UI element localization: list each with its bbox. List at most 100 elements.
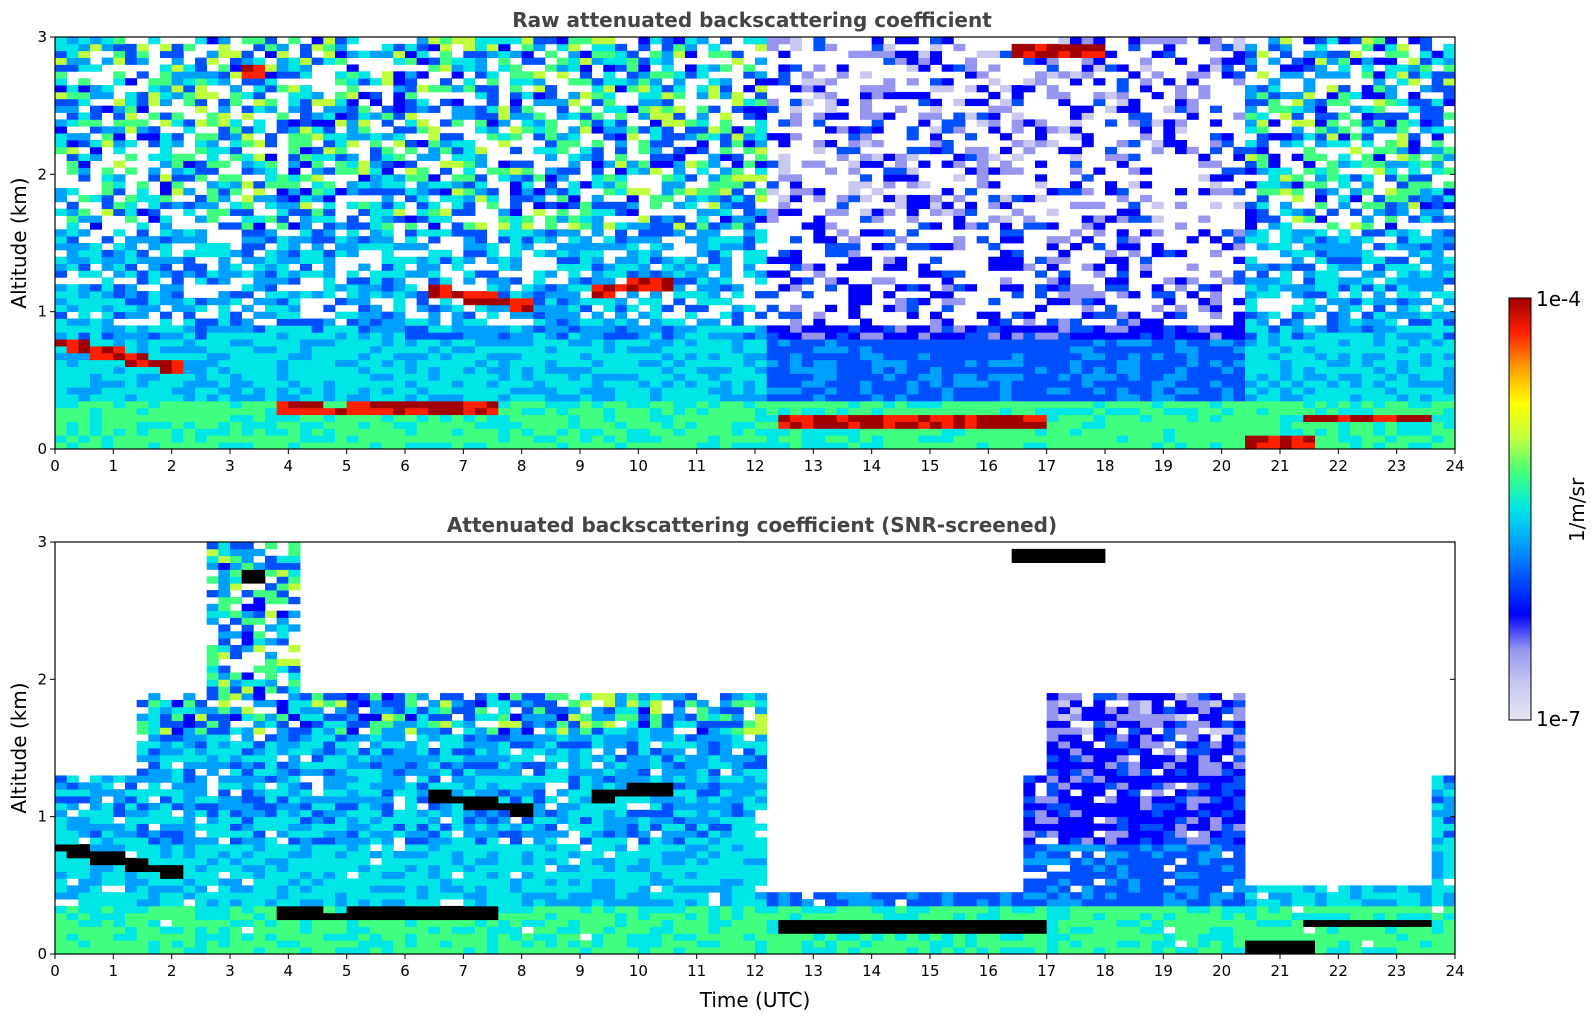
heatmap-cell (1046, 442, 1059, 450)
heatmap-cell (953, 352, 966, 361)
heatmap-cell (661, 119, 674, 127)
heatmap-cell (1268, 263, 1281, 271)
heatmap-cell (1035, 428, 1048, 436)
heatmap-cell (451, 256, 464, 264)
heatmap-cell (591, 380, 604, 388)
heatmap-cell (720, 263, 733, 271)
heatmap-cell (125, 435, 138, 443)
heatmap-cell (790, 263, 803, 271)
heatmap-cell (370, 442, 383, 450)
heatmap-cell (965, 208, 978, 216)
heatmap-cell (206, 78, 219, 86)
heatmap-cell (381, 366, 394, 374)
heatmap-cell (976, 174, 989, 182)
heatmap-cell (988, 366, 1001, 374)
heatmap-cell (90, 270, 103, 278)
heatmap-cell (1011, 311, 1024, 319)
heatmap-cell (463, 160, 476, 168)
heatmap-cell (848, 304, 861, 313)
heatmap-cell (988, 64, 1001, 72)
heatmap-cell (510, 174, 523, 182)
heatmap-cell (451, 332, 464, 340)
heatmap-cell (311, 119, 324, 127)
heatmap-cell (1303, 229, 1316, 237)
heatmap-cell (976, 160, 989, 168)
heatmap-cell (778, 435, 791, 443)
heatmap-cell (90, 194, 103, 203)
heatmap-cell (568, 160, 581, 168)
heatmap-cell (848, 428, 861, 436)
heatmap-cell (1221, 435, 1234, 443)
heatmap-cell (696, 222, 709, 230)
heatmap-cell (638, 105, 651, 113)
heatmap-cell (335, 57, 348, 65)
heatmap-cell (440, 428, 453, 436)
heatmap-cell (1291, 140, 1304, 148)
heatmap-cell (883, 57, 896, 65)
heatmap-cell (766, 304, 779, 313)
heatmap-cell (1175, 277, 1188, 285)
heatmap-cell (405, 98, 418, 107)
heatmap-cell (895, 325, 908, 333)
heatmap-cell (66, 256, 79, 264)
heatmap-cell (556, 167, 569, 175)
heatmap-cell (428, 325, 441, 333)
heatmap-cell (416, 380, 429, 388)
heatmap-cell (1350, 194, 1363, 203)
heatmap-cell (1035, 78, 1048, 86)
heatmap-cell (346, 318, 359, 326)
heatmap-cell (370, 284, 383, 292)
heatmap-cell (55, 442, 68, 450)
heatmap-cell (416, 229, 429, 237)
heatmap-cell (276, 428, 289, 436)
heatmap-cell (370, 78, 383, 86)
heatmap-cell (556, 325, 569, 333)
heatmap-cell (1350, 400, 1363, 409)
heatmap-cell (218, 71, 231, 79)
heatmap-cell (720, 64, 733, 72)
heatmap-cell (148, 346, 161, 354)
heatmap-cell (510, 263, 523, 271)
heatmap-cell (533, 387, 546, 395)
heatmap-cell (1291, 188, 1304, 196)
heatmap-cell (1023, 332, 1036, 340)
heatmap-cell (218, 243, 231, 251)
heatmap-cell (66, 133, 79, 141)
heatmap-cell (1256, 380, 1269, 388)
heatmap-cell (78, 37, 91, 45)
heatmap-cell (498, 284, 511, 292)
heatmap-cell (673, 366, 686, 374)
heatmap-cell (1070, 112, 1083, 120)
heatmap-cell (720, 270, 733, 278)
heatmap-cell (183, 126, 196, 134)
heatmap-cell (626, 208, 639, 216)
heatmap-cell (1245, 421, 1258, 429)
heatmap-cell (685, 201, 698, 210)
heatmap-cell (965, 222, 978, 230)
heatmap-cell (428, 339, 441, 347)
heatmap-cell (381, 359, 394, 367)
heatmap-cell (1268, 91, 1281, 100)
heatmap-cell (1081, 442, 1094, 450)
heatmap-cell (626, 366, 639, 374)
heatmap-cell (370, 325, 383, 333)
heatmap-cell (591, 332, 604, 340)
heatmap-cell (836, 194, 849, 203)
heatmap-cell (650, 373, 663, 381)
heatmap-cell (1081, 222, 1094, 230)
heatmap-cell (428, 57, 441, 65)
heatmap-cell (778, 256, 791, 264)
heatmap-cell (393, 297, 406, 306)
heatmap-cell (603, 291, 616, 299)
heatmap-cell (78, 407, 91, 416)
heatmap-cell (1198, 435, 1211, 443)
heatmap-cell (883, 167, 896, 175)
heatmap-cell (358, 311, 371, 319)
heatmap-cell (1140, 270, 1153, 278)
heatmap-cell (708, 297, 721, 306)
heatmap-cell (836, 263, 849, 271)
heatmap-cell (1000, 346, 1013, 354)
heatmap-cell (451, 85, 464, 93)
heatmap-cell (521, 442, 534, 450)
heatmap-cell (510, 380, 523, 388)
